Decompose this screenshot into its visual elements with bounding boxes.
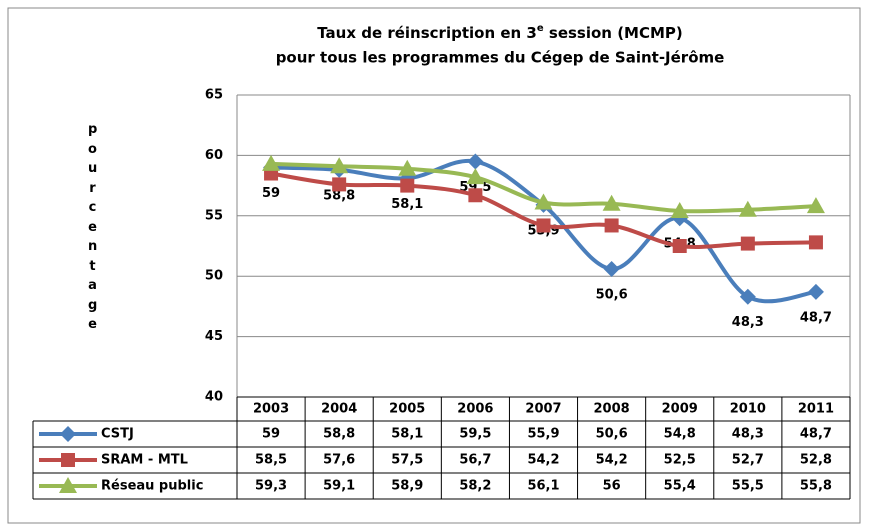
series-line [270, 158, 817, 304]
table-cell: 55,4 [664, 479, 696, 494]
x-tick-label: 2008 [594, 402, 630, 417]
table-cell: 54,2 [596, 453, 628, 468]
table-cell: 48,3 [732, 427, 764, 442]
table-cell: 57,6 [323, 453, 355, 468]
data-label: 48,3 [732, 315, 764, 330]
x-tick-label: 2005 [389, 402, 425, 417]
y-tick-label: 55 [205, 208, 223, 223]
table-cell: 54,2 [527, 453, 559, 468]
table-cell: 55,9 [527, 427, 559, 442]
marker [740, 236, 755, 251]
table-cell: 57,5 [391, 453, 423, 468]
marker [807, 283, 824, 300]
table-cell: 58,9 [391, 479, 423, 494]
marker [400, 178, 415, 193]
marker [534, 193, 553, 210]
table-cell: 58,5 [255, 453, 287, 468]
table-cell: 58,8 [323, 427, 355, 442]
marker [468, 188, 483, 203]
title-superscript: e [537, 23, 544, 34]
table-cell: 52,8 [800, 453, 832, 468]
data-label: 58,8 [323, 188, 355, 203]
x-tick-label: 2009 [662, 402, 698, 417]
marker [739, 288, 756, 305]
marker [604, 218, 619, 233]
table-cell: 59,1 [323, 479, 355, 494]
table-cell: 52,5 [664, 453, 696, 468]
table-cell: 50,6 [596, 427, 628, 442]
table-cell: 59,3 [255, 479, 287, 494]
data-label: 48,7 [800, 310, 832, 325]
data-label: 59 [262, 186, 280, 201]
data-label: 50,6 [596, 287, 628, 302]
x-tick-label: 2007 [525, 402, 561, 417]
marker [808, 235, 823, 250]
y-tick-label: 60 [205, 148, 223, 163]
legend-marker [60, 426, 76, 442]
x-tick-label: 2006 [457, 402, 493, 417]
legend-marker [61, 453, 75, 467]
title-part: session (MCMP) [544, 24, 683, 42]
marker [603, 260, 620, 277]
table-cell: 55,5 [732, 479, 764, 494]
marker [466, 168, 485, 185]
table-cell: 55,8 [800, 479, 832, 494]
legend-label: Réseau public [101, 479, 203, 494]
chart-subtitle: pour tous les programmes du Cégep de Sai… [276, 49, 725, 67]
x-tick-label: 2011 [798, 402, 834, 417]
y-tick-label: 65 [205, 88, 223, 103]
x-tick-label: 2010 [730, 402, 766, 417]
x-tick-label: 2004 [321, 402, 357, 417]
legend-marker [59, 477, 77, 493]
marker [672, 239, 687, 253]
marker [670, 201, 689, 218]
chart-title: Taux de réinscription en 3e session (MCM… [317, 23, 683, 42]
y-tick-label: 40 [205, 390, 223, 405]
legend-label: CSTJ [101, 427, 134, 442]
y-tick-label: 50 [205, 269, 223, 284]
title-part: Taux de réinscription en 3 [317, 24, 537, 42]
marker [330, 157, 349, 174]
table-cell: 48,7 [800, 427, 832, 442]
marker [602, 194, 621, 211]
marker [262, 154, 281, 171]
table-cell: 56 [603, 479, 621, 494]
table-cell: 54,8 [664, 427, 696, 442]
table-cell: 58,1 [391, 427, 423, 442]
table-cell: 59 [262, 427, 280, 442]
table-cell: 59,5 [459, 427, 491, 442]
marker [738, 200, 757, 217]
legend-label: SRAM - MTL [101, 453, 188, 468]
table-cell: 56,1 [527, 479, 559, 494]
y-axis-label: pourcentage [88, 122, 98, 332]
marker [332, 177, 347, 192]
marker [806, 197, 825, 214]
table-cell: 52,7 [732, 453, 764, 468]
marker [536, 218, 551, 233]
data-label: 58,1 [391, 197, 423, 212]
chart-border [7, 7, 861, 524]
x-tick-label: 2003 [253, 402, 289, 417]
y-tick-label: 45 [205, 329, 223, 344]
table-cell: 56,7 [459, 453, 491, 468]
marker [398, 159, 417, 176]
marker [467, 153, 484, 170]
table-cell: 58,2 [459, 479, 491, 494]
